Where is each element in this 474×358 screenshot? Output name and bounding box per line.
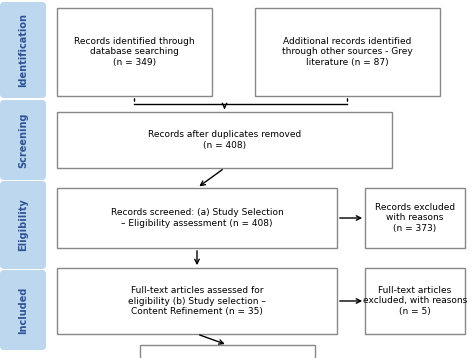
FancyBboxPatch shape bbox=[0, 2, 46, 98]
Text: Records after duplicates removed
(n = 408): Records after duplicates removed (n = 40… bbox=[148, 130, 301, 150]
FancyBboxPatch shape bbox=[365, 268, 465, 334]
FancyBboxPatch shape bbox=[0, 270, 46, 350]
FancyBboxPatch shape bbox=[255, 8, 440, 96]
Text: Additional records identified
through other sources - Grey
literature (n = 87): Additional records identified through ot… bbox=[282, 37, 413, 67]
FancyBboxPatch shape bbox=[140, 345, 315, 358]
FancyBboxPatch shape bbox=[365, 188, 465, 248]
Text: Full-text articles assessed for
eligibility (b) Study selection –
Content Refine: Full-text articles assessed for eligibil… bbox=[128, 286, 266, 316]
FancyBboxPatch shape bbox=[57, 112, 392, 168]
Text: Identification: Identification bbox=[18, 13, 28, 87]
Text: Screening: Screening bbox=[18, 112, 28, 168]
FancyBboxPatch shape bbox=[57, 268, 337, 334]
Text: Eligibility: Eligibility bbox=[18, 199, 28, 251]
FancyBboxPatch shape bbox=[57, 8, 212, 96]
Text: Records screened: (a) Study Selection
– Eligibility assessment (n = 408): Records screened: (a) Study Selection – … bbox=[110, 208, 283, 228]
FancyBboxPatch shape bbox=[0, 181, 46, 269]
FancyBboxPatch shape bbox=[0, 100, 46, 180]
Text: Records identified through
database searching
(n = 349): Records identified through database sear… bbox=[74, 37, 195, 67]
Text: Full-text articles
excluded, with reasons
(n = 5): Full-text articles excluded, with reason… bbox=[363, 286, 467, 316]
Text: Records excluded
with reasons
(n = 373): Records excluded with reasons (n = 373) bbox=[375, 203, 455, 233]
FancyBboxPatch shape bbox=[57, 188, 337, 248]
Text: Included: Included bbox=[18, 286, 28, 334]
